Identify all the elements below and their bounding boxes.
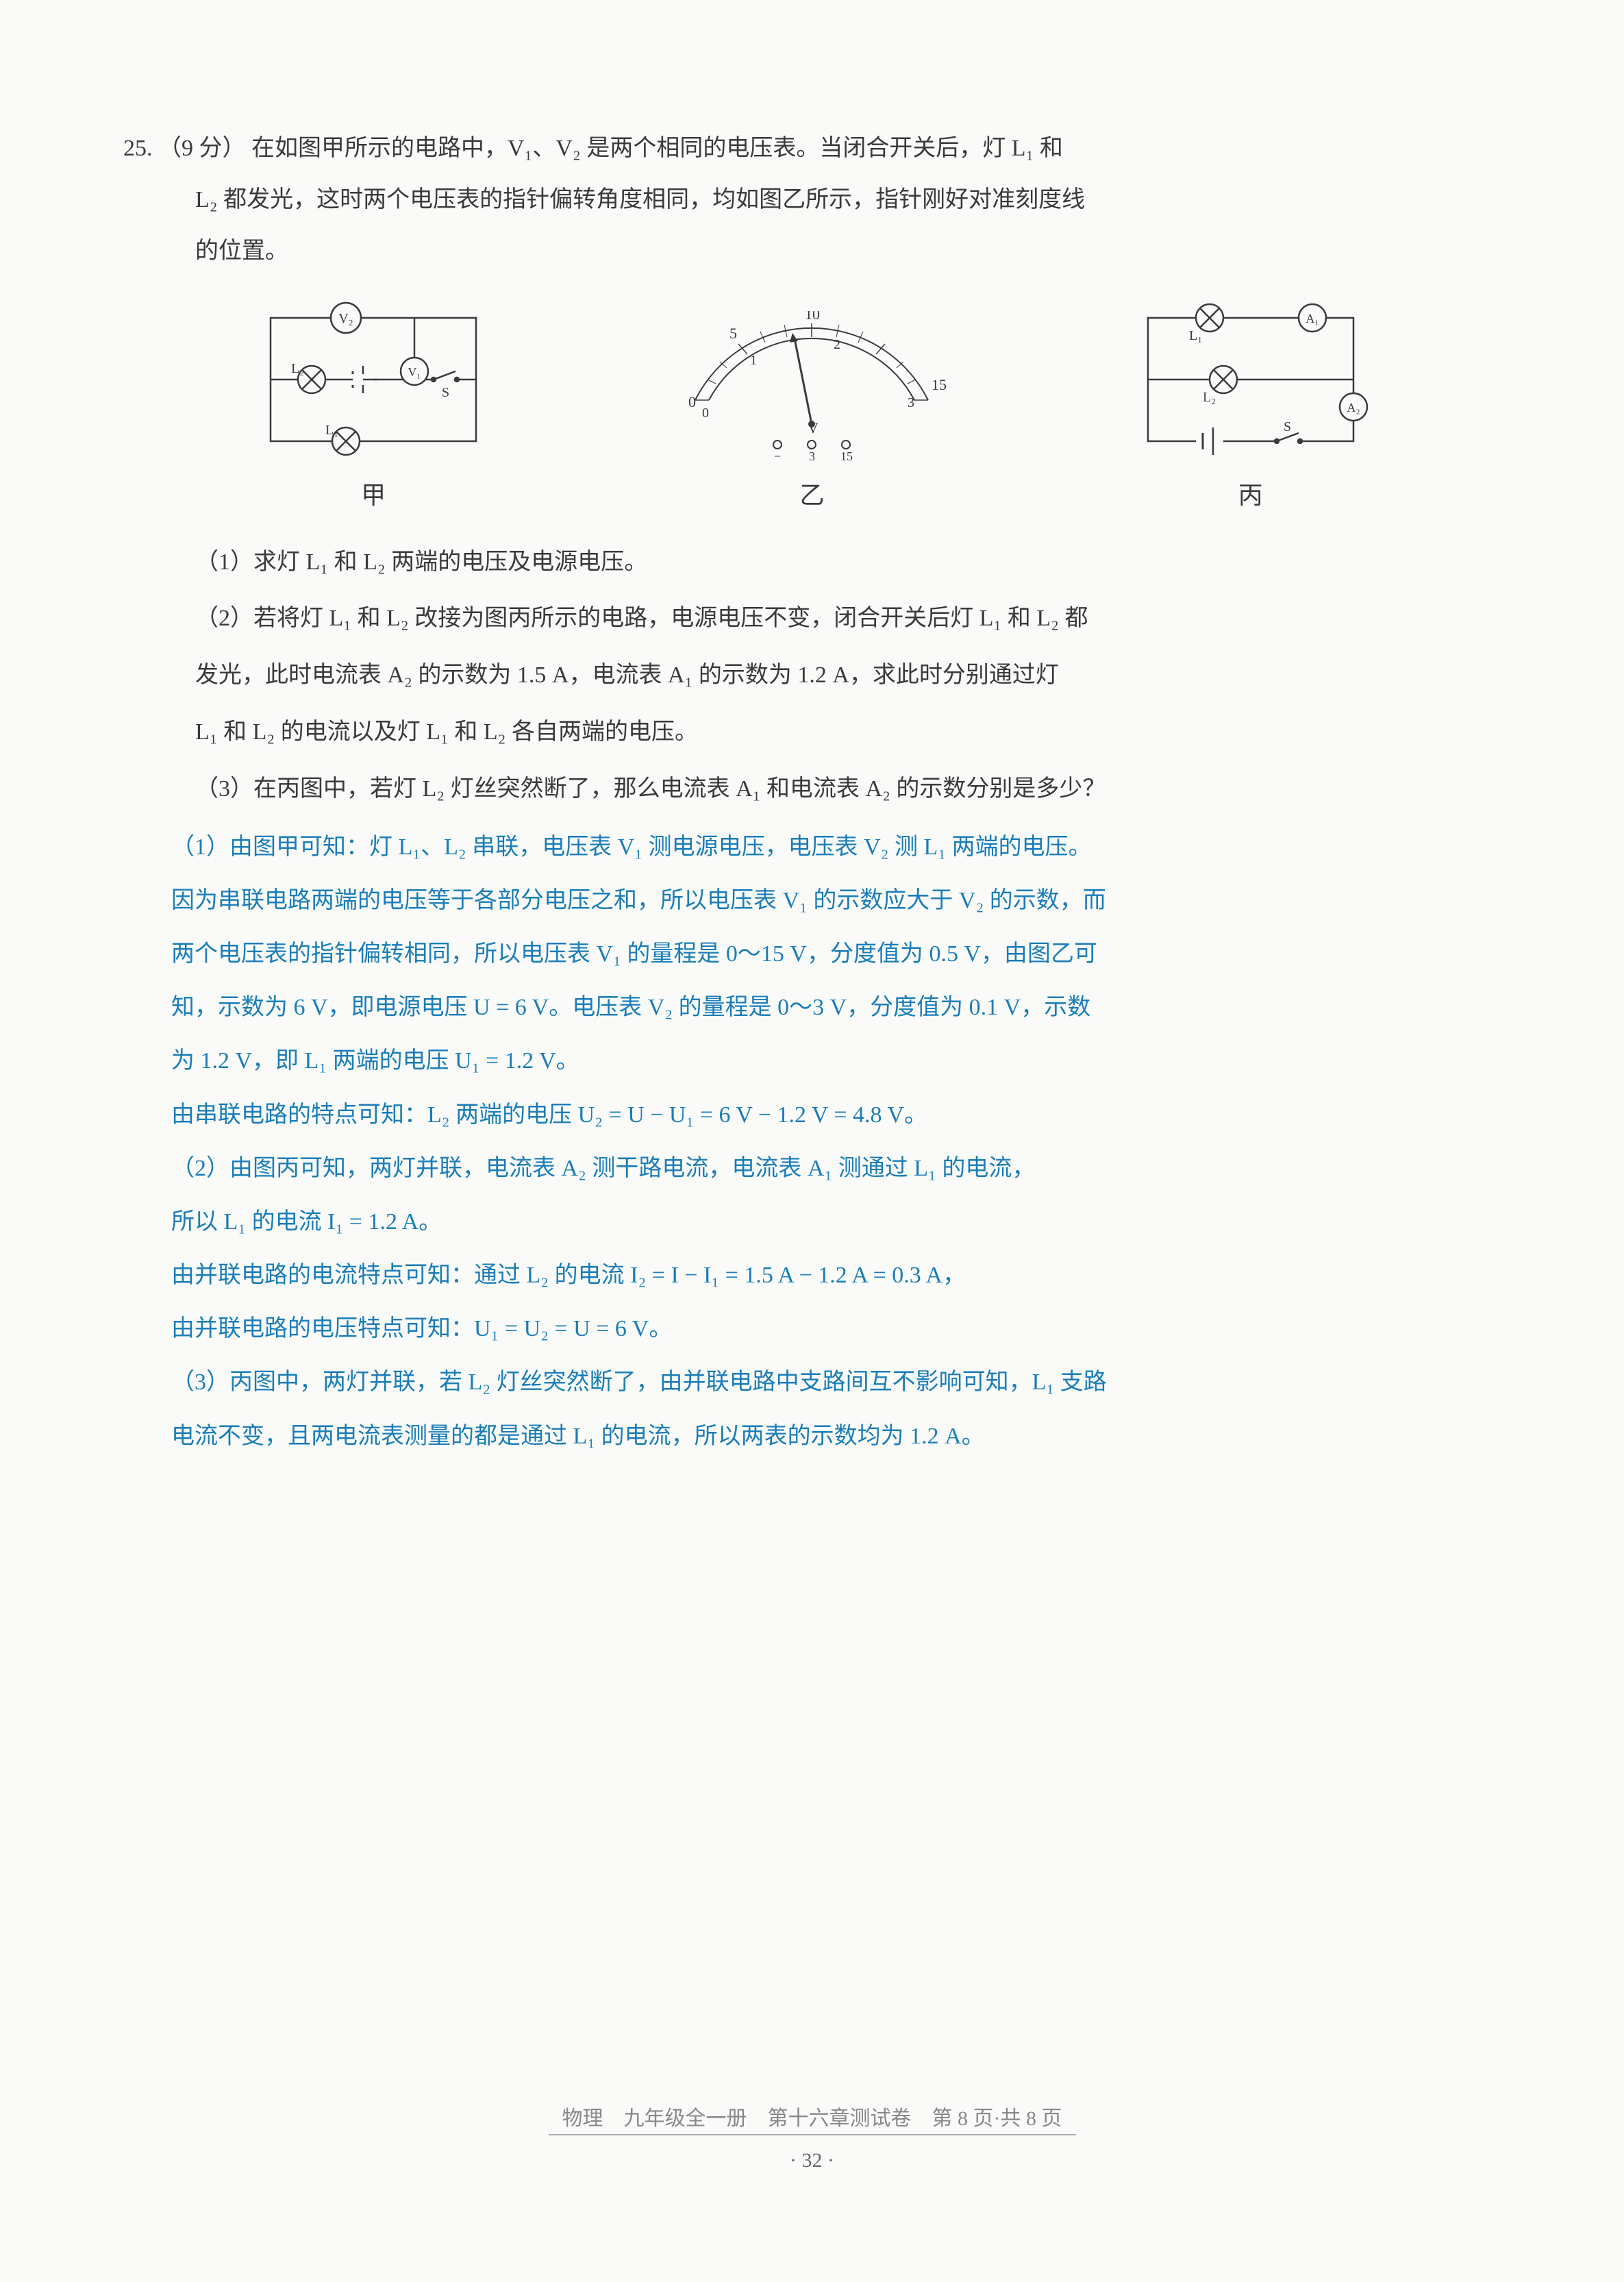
diagram-row: V₂ V₁ L₂ L₁ S 甲 xyxy=(123,297,1501,523)
diagram-yi-label: 乙 xyxy=(661,469,962,523)
label-l1b: L₁ xyxy=(1189,328,1202,343)
question-intro-line1: 25. （9 分） 在如图甲所示的电路中，V₁、V₂ 是两个相同的电压表。当闭合… xyxy=(123,123,1501,175)
question-points: （9 分） xyxy=(158,136,246,161)
answer-3-l1: （3）丙图中，两灯并联，若 L₂ 灯丝突然断了，由并联电路中支路间互不影响可知，… xyxy=(123,1356,1501,1409)
answer-2-l2: 所以 L₁ 的电流 I₁ = 1.2 A。 xyxy=(123,1195,1501,1249)
footer-text: 物理 九年级全一册 第十六章测试卷 第 8 页·共 8 页 xyxy=(549,2101,1076,2135)
scale-10: 10 xyxy=(805,311,820,323)
answer-1-l5: 为 1.2 V，即 L₁ 两端的电压 U₁ = 1.2 V。 xyxy=(123,1034,1501,1088)
label-l1: L₁ xyxy=(325,423,338,438)
page-number: · 32 · xyxy=(0,2149,1624,2172)
label-s: S xyxy=(442,385,449,400)
sub-question-2-l3: L₁ 和 L₂ 的电流以及灯 L₁ 和 L₂ 各自两端的电压。 xyxy=(123,707,1501,758)
answer-1-l1: （1）由图甲可知：灯 L₁、L₂ 串联，电压表 V₁ 测电源电压，电压表 V₂ … xyxy=(123,821,1501,874)
label-a1: A₁ xyxy=(1306,312,1319,325)
label-a2: A₂ xyxy=(1347,401,1360,414)
sub-question-2-l1: （2）若将灯 L₁ 和 L₂ 改接为图丙所示的电路，电源电压不变，闭合开关后灯 … xyxy=(123,593,1501,645)
scale-3: 3 xyxy=(908,395,914,410)
sub-question-2-l2: 发光，此时电流表 A₂ 的示数为 1.5 A，电流表 A₁ 的示数为 1.2 A… xyxy=(123,650,1501,702)
label-v: V xyxy=(808,419,819,436)
label-v1: V₁ xyxy=(408,365,421,379)
diagram-jia: V₂ V₁ L₂ L₁ S 甲 xyxy=(243,297,503,523)
question-25: 25. （9 分） 在如图甲所示的电路中，V₁、V₂ 是两个相同的电压表。当闭合… xyxy=(123,123,1501,1463)
diagram-bing-label: 丙 xyxy=(1121,469,1381,523)
question-number: 25. xyxy=(123,136,153,161)
term-3: 3 xyxy=(809,449,815,462)
scale-0a: 0 xyxy=(688,393,696,410)
answer-2-l3: 由并联电路的电流特点可知：通过 L₂ 的电流 I₂ = I − I₁ = 1.5… xyxy=(123,1249,1501,1302)
diagram-bing: L₁ A₁ L₂ A₂ S 丙 xyxy=(1121,297,1381,523)
circuit-jia-svg: V₂ V₁ L₂ L₁ S xyxy=(243,297,503,462)
scale-5: 5 xyxy=(729,325,737,342)
answer-2-l4: 由并联电路的电压特点可知：U₁ = U₂ = U = 6 V。 xyxy=(123,1302,1501,1356)
circuit-bing-svg: L₁ A₁ L₂ A₂ S xyxy=(1121,297,1381,462)
diagram-yi: 0 5 10 15 0 1 2 3 V − 3 15 乙 xyxy=(661,311,962,523)
term-15: 15 xyxy=(840,449,853,462)
answer-1-l3: 两个电压表的指针偏转相同，所以电压表 V₁ 的量程是 0～15 V，分度值为 0… xyxy=(123,928,1501,981)
sub-question-3: （3）在丙图中，若灯 L₂ 灯丝突然断了，那么电流表 A₁ 和电流表 A₂ 的示… xyxy=(123,764,1501,815)
answer-1-l6: 由串联电路的特点可知：L₂ 两端的电压 U₂ = U − U₁ = 6 V − … xyxy=(123,1089,1501,1142)
scale-0b: 0 xyxy=(702,406,709,421)
label-sb: S xyxy=(1284,419,1291,434)
label-v2: V₂ xyxy=(338,311,353,326)
label-l2b: L₂ xyxy=(1203,390,1216,405)
page-footer: 物理 九年级全一册 第十六章测试卷 第 8 页·共 8 页 · 32 · xyxy=(0,2101,1624,2172)
scale-2: 2 xyxy=(834,337,840,352)
sub-question-1: （1）求灯 L₁ 和 L₂ 两端的电压及电源电压。 xyxy=(123,537,1501,588)
intro-text-2: L₂ 都发光，这时两个电压表的指针偏转角度相同，均如图乙所示，指针刚好对准刻度线 xyxy=(123,175,1501,226)
answer-3-l2: 电流不变，且两电流表测量的都是通过 L₁ 的电流，所以两表的示数均为 1.2 A… xyxy=(123,1410,1501,1463)
answer-2-l1: （2）由图丙可知，两灯并联，电流表 A₂ 测干路电流，电流表 A₁ 测通过 L₁… xyxy=(123,1142,1501,1195)
term-minus: − xyxy=(774,449,781,462)
diagram-jia-label: 甲 xyxy=(243,469,503,523)
label-l2: L₂ xyxy=(291,361,304,376)
scale-15: 15 xyxy=(932,376,947,393)
intro-text-1: 在如图甲所示的电路中，V₁、V₂ 是两个相同的电压表。当闭合开关后，灯 L₁ 和 xyxy=(251,136,1063,161)
intro-text-3: 的位置。 xyxy=(123,226,1501,277)
scale-1: 1 xyxy=(750,353,757,368)
answer-1-l4: 知，示数为 6 V，即电源电压 U = 6 V。电压表 V₂ 的量程是 0～3 … xyxy=(123,981,1501,1034)
answer-1-l2: 因为串联电路两端的电压等于各部分电压之和，所以电压表 V₁ 的示数应大于 V₂ … xyxy=(123,874,1501,928)
meter-yi-svg: 0 5 10 15 0 1 2 3 V − 3 15 xyxy=(661,311,962,462)
